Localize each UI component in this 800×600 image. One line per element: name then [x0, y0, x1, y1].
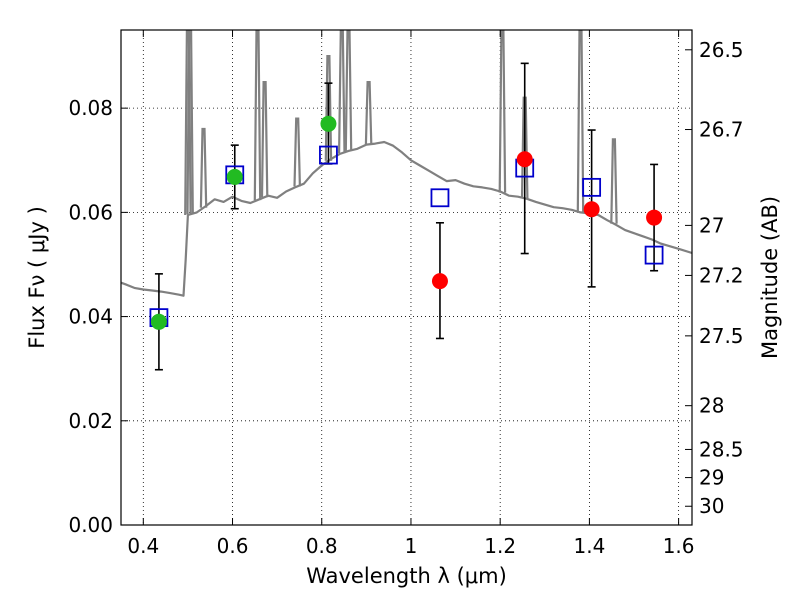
right-tick-label: 26.7: [699, 118, 744, 142]
emission-line: [184, 30, 192, 216]
observed-flux-point: [320, 115, 337, 132]
model-photometry-square: [644, 245, 664, 265]
emission-line: [324, 55, 333, 161]
right-tick-label: 27.5: [699, 324, 744, 348]
emission-line: [364, 81, 373, 145]
emission-line: [338, 30, 346, 154]
plot-content: [121, 30, 692, 297]
right-tick-label: 27: [699, 213, 724, 237]
model-photometry-square: [430, 188, 450, 208]
x-tick-label: 1.2: [484, 534, 516, 558]
emission-line: [344, 30, 353, 151]
y-tick-label: 0.00: [68, 513, 113, 537]
x-tick-label: 0.4: [127, 534, 159, 558]
emission-line: [498, 30, 507, 193]
sed-model-line: [121, 140, 692, 297]
emission-line: [610, 138, 618, 224]
emission-line: [293, 117, 301, 187]
right-tick-label: 30: [699, 494, 724, 518]
y-tick-label: 0.06: [68, 200, 113, 224]
x-tick-label: 1: [405, 534, 418, 558]
observed-flux-point: [150, 313, 167, 330]
y-axis-label-right: Magnitude (AB): [758, 196, 782, 359]
right-tick-label: 27.2: [699, 263, 744, 287]
observed-flux-point: [516, 151, 533, 168]
emission-line: [253, 30, 262, 201]
observed-flux-point: [646, 209, 663, 226]
observed-flux-point: [583, 201, 600, 218]
grid-lines: [121, 30, 692, 526]
y-tick-label: 0.08: [68, 96, 113, 120]
right-tick-label: 28.5: [699, 437, 744, 461]
emission-line: [260, 81, 269, 198]
y-tick-label: 0.04: [68, 305, 113, 329]
right-tick-label: 28: [699, 394, 724, 418]
x-tick-label: 1.4: [573, 534, 605, 558]
y-tick-label: 0.02: [68, 409, 113, 433]
x-tick-label: 1.6: [663, 534, 695, 558]
plot-area: [121, 30, 692, 371]
axis-ticks: 0.4 0.6 0.8 1 1.2 1.4 1.6 0.00 0.02 0.04 0.06 0.08 2…: [68, 30, 744, 558]
emission-line: [576, 30, 585, 213]
right-tick-label: 26.5: [699, 38, 744, 62]
model-photometry-square: [582, 177, 602, 197]
right-tick-label: 29: [699, 466, 724, 490]
model-photometry-square: [319, 145, 338, 165]
x-tick-label: 0.8: [306, 534, 338, 558]
x-tick-label: 0.6: [217, 534, 249, 558]
observed-flux-point: [431, 273, 448, 290]
x-axis-label: Wavelength λ (μm): [306, 564, 507, 588]
emission-line: [199, 127, 208, 208]
emission-line: [186, 30, 194, 215]
y-axis-label-left: Flux Fν ( μJy ): [25, 206, 49, 349]
observed-flux-point: [226, 168, 243, 185]
axes-frame: [120, 29, 693, 526]
